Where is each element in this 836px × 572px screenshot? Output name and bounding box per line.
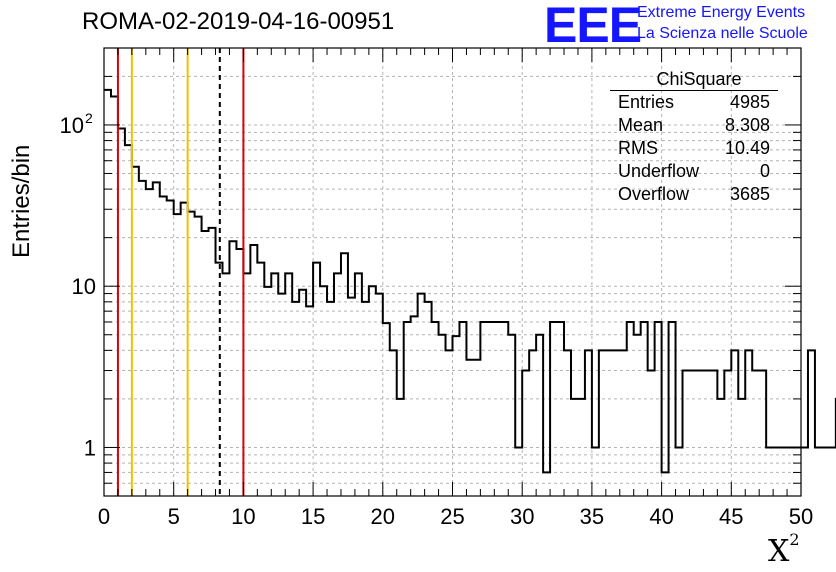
stats-value: 3685 [729,184,770,204]
x-tick-label: 30 [510,504,534,529]
y-tick-label: 10 [72,274,96,299]
run-title: ROMA-02-2019-04-16-00951 [82,8,395,35]
histogram-series [104,88,836,474]
x-tick-label: 35 [580,504,604,529]
stats-label: Entries [618,92,675,112]
x-tick-label: 10 [231,504,255,529]
stats-box: ChiSquare Entries 4985 Mean 8.308 RMS 10… [610,68,778,206]
stats-label: Mean [618,115,664,135]
stats-title: ChiSquare [610,68,778,91]
y-tick-label: 1 [84,435,96,460]
x-tick-label: 25 [440,504,464,529]
stats-value: 0 [759,161,770,181]
y-axis-label: Entries/bin [8,144,35,258]
stats-row-mean: Mean 8.308 [610,114,778,137]
x-axis-label: X2 [768,530,800,569]
stats-row-entries: Entries 4985 [610,91,778,114]
x-tick-label: 40 [649,504,673,529]
eee-tagline-2: La Scienza nelle Scuole [637,25,808,42]
x-tick-label: 20 [371,504,395,529]
eee-logo: EEE [544,0,642,53]
stats-row-rms: RMS 10.49 [610,137,778,160]
stats-value: 8.308 [724,115,770,135]
stats-label: RMS [618,138,658,158]
stats-row-overflow: Overflow 3685 [610,183,778,206]
x-tick-label: 50 [789,504,813,529]
x-tick-label: 15 [301,504,325,529]
x-tick-label: 5 [168,504,180,529]
eee-tagline-1: Extreme Energy Events [637,4,806,21]
stats-label: Underflow [618,161,700,181]
x-tick-label: 45 [719,504,743,529]
stats-value: 4985 [729,92,770,112]
stats-value: 10.49 [724,138,770,158]
y-tick-label: 10 [60,113,84,138]
stats-label: Overflow [618,184,690,204]
stats-row-underflow: Underflow 0 [610,160,778,183]
y-tick-label-exponent: 2 [85,110,93,126]
x-tick-label: 0 [98,504,110,529]
